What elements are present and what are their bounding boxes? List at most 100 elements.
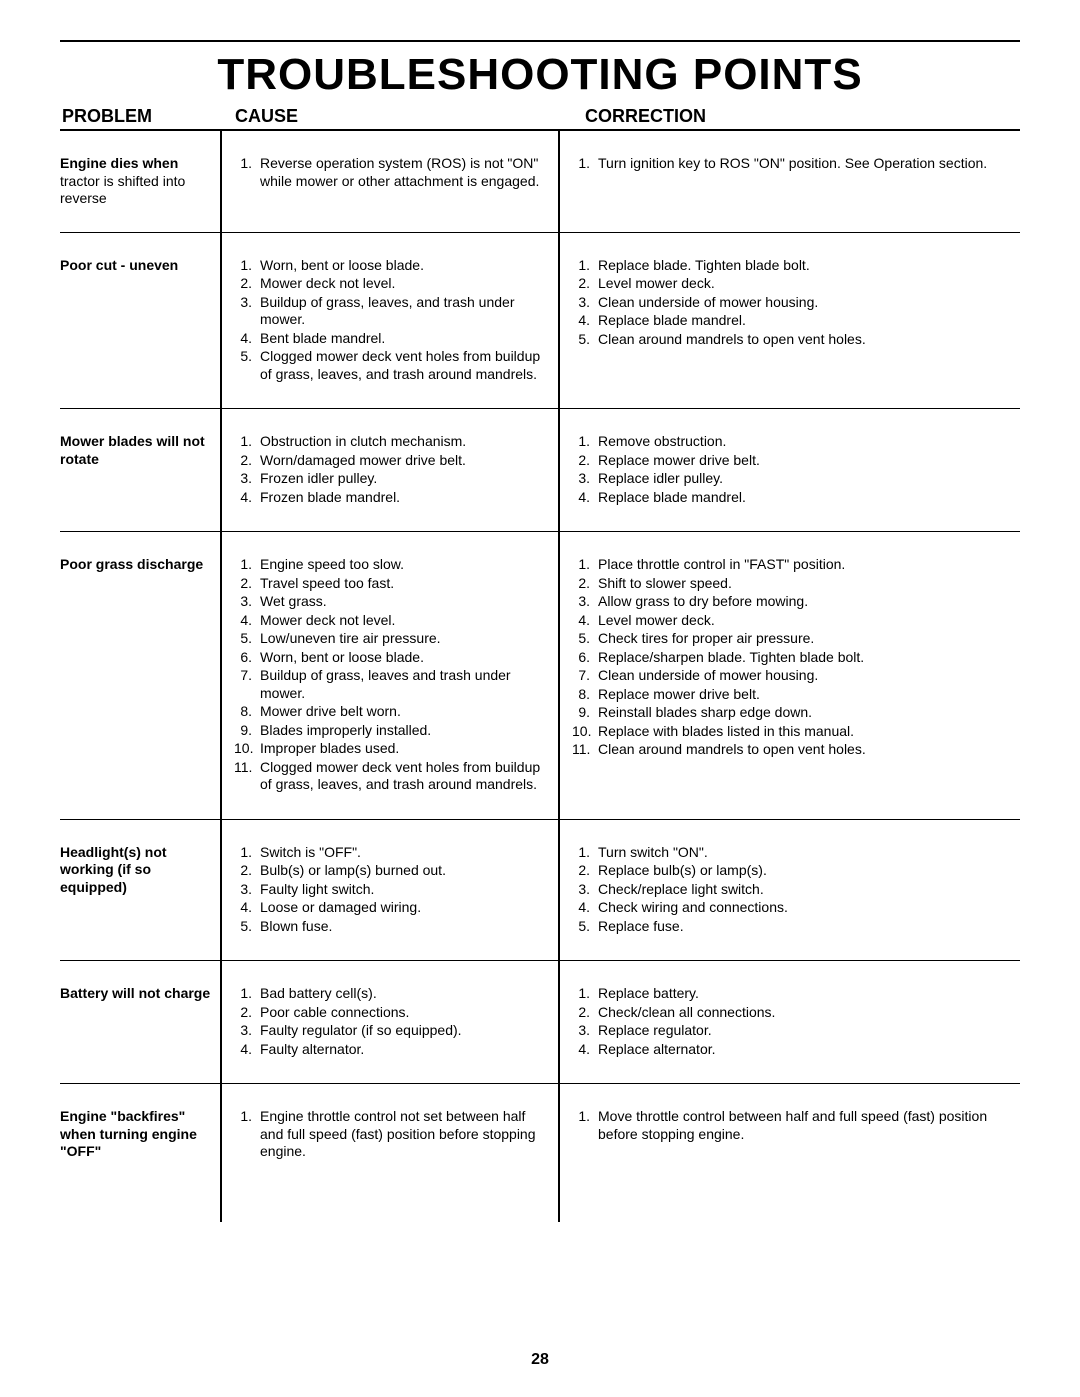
item-text: Replace idler pulley. — [598, 470, 1012, 488]
problem-cell: Battery will not charge — [60, 985, 220, 1059]
problem-cell: Engine dies when tractor is shifted into… — [60, 155, 220, 208]
item-text: Replace/sharpen blade. Tighten blade bol… — [598, 649, 1012, 667]
item-number: 1. — [234, 844, 260, 862]
list-item: 1.Engine speed too slow. — [234, 556, 550, 574]
item-number: 4. — [234, 612, 260, 630]
item-number: 1. — [572, 556, 598, 574]
list-item: 1.Obstruction in clutch mechanism. — [234, 433, 550, 451]
list-item: 1.Replace blade. Tighten blade bolt. — [572, 257, 1012, 275]
table-row: Headlight(s) not working (if so equipped… — [60, 820, 1020, 962]
list-item: 6.Worn, bent or loose blade. — [234, 649, 550, 667]
header-problem: PROBLEM — [60, 106, 235, 127]
cause-cell: 1.Engine speed too slow.2.Travel speed t… — [220, 556, 558, 795]
item-text: Check/replace light switch. — [598, 881, 1012, 899]
item-number: 3. — [572, 470, 598, 488]
table-row: Engine dies when tractor is shifted into… — [60, 131, 1020, 233]
item-text: Check/clean all connections. — [598, 1004, 1012, 1022]
item-number: 3. — [572, 1022, 598, 1040]
page-number: 28 — [0, 1351, 1080, 1369]
list-item: 9.Blades improperly installed. — [234, 722, 550, 740]
list-item: 1.Turn ignition key to ROS "ON" position… — [572, 155, 1012, 173]
list-item: 1.Place throttle control in "FAST" posit… — [572, 556, 1012, 574]
vertical-rule-1 — [220, 131, 222, 1222]
item-number: 1. — [572, 433, 598, 451]
list-item: 4.Mower deck not level. — [234, 612, 550, 630]
item-text: Bent blade mandrel. — [260, 330, 550, 348]
item-number: 4. — [234, 330, 260, 348]
list-item: 4.Frozen blade mandrel. — [234, 489, 550, 507]
list-item: 2.Bulb(s) or lamp(s) burned out. — [234, 862, 550, 880]
item-text: Blades improperly installed. — [260, 722, 550, 740]
table-body: Engine dies when tractor is shifted into… — [60, 131, 1020, 1222]
problem-title: Poor grass discharge — [60, 556, 203, 572]
correction-cell: 1.Turn ignition key to ROS "ON" position… — [558, 155, 1020, 208]
item-text: Engine speed too slow. — [260, 556, 550, 574]
item-number: 5. — [572, 918, 598, 936]
item-number: 3. — [572, 881, 598, 899]
correction-cell: 1.Remove obstruction.2.Replace mower dri… — [558, 433, 1020, 507]
list-item: 5.Clogged mower deck vent holes from bui… — [234, 348, 550, 383]
correction-cell: 1.Place throttle control in "FAST" posit… — [558, 556, 1020, 795]
item-number: 8. — [572, 686, 598, 704]
correction-cell: 1.Replace battery.2.Check/clean all conn… — [558, 985, 1020, 1059]
item-number: 1. — [572, 257, 598, 275]
page: TROUBLESHOOTING POINTS PROBLEM CAUSE COR… — [0, 0, 1080, 1397]
item-text: Level mower deck. — [598, 612, 1012, 630]
item-number: 5. — [572, 630, 598, 648]
item-text: Replace regulator. — [598, 1022, 1012, 1040]
list-item: 6.Replace/sharpen blade. Tighten blade b… — [572, 649, 1012, 667]
list-item: 2.Check/clean all connections. — [572, 1004, 1012, 1022]
item-text: Clean around mandrels to open vent holes… — [598, 331, 1012, 349]
item-text: Mower deck not level. — [260, 612, 550, 630]
item-number: 1. — [234, 985, 260, 1003]
problem-cell: Engine "backfires" when turning engine "… — [60, 1108, 220, 1162]
item-number: 1. — [234, 433, 260, 451]
item-number: 3. — [234, 881, 260, 899]
list-item: 2.Mower deck not level. — [234, 275, 550, 293]
list-item: 2.Replace bulb(s) or lamp(s). — [572, 862, 1012, 880]
list-item: 7.Clean underside of mower housing. — [572, 667, 1012, 685]
item-text: Turn ignition key to ROS "ON" position. … — [598, 155, 1012, 173]
table-row: Poor grass discharge1.Engine speed too s… — [60, 532, 1020, 820]
item-number: 2. — [572, 275, 598, 293]
list-item: 4.Check wiring and connections. — [572, 899, 1012, 917]
item-number: 2. — [234, 862, 260, 880]
item-number: 4. — [234, 489, 260, 507]
item-text: Faulty alternator. — [260, 1041, 550, 1059]
item-number: 5. — [572, 331, 598, 349]
item-text: Travel speed too fast. — [260, 575, 550, 593]
item-number: 4. — [572, 312, 598, 330]
table-row: Engine "backfires" when turning engine "… — [60, 1084, 1020, 1222]
item-text: Clogged mower deck vent holes from build… — [260, 759, 550, 794]
list-item: 5.Clean around mandrels to open vent hol… — [572, 331, 1012, 349]
list-item: 1.Worn, bent or loose blade. — [234, 257, 550, 275]
item-number: 2. — [572, 1004, 598, 1022]
item-number: 1. — [234, 257, 260, 275]
list-item: 4.Replace blade mandrel. — [572, 312, 1012, 330]
item-number: 2. — [234, 1004, 260, 1022]
table-header-row: PROBLEM CAUSE CORRECTION — [60, 106, 1020, 131]
item-text: Replace blade mandrel. — [598, 489, 1012, 507]
item-number: 3. — [234, 294, 260, 329]
list-item: 3.Buildup of grass, leaves, and trash un… — [234, 294, 550, 329]
cause-cell: 1.Switch is "OFF".2.Bulb(s) or lamp(s) b… — [220, 844, 558, 937]
item-text: Frozen idler pulley. — [260, 470, 550, 488]
item-number: 1. — [234, 556, 260, 574]
table-row: Battery will not charge1.Bad battery cel… — [60, 961, 1020, 1084]
list-item: 5.Check tires for proper air pressure. — [572, 630, 1012, 648]
item-number: 2. — [572, 452, 598, 470]
list-item: 3.Allow grass to dry before mowing. — [572, 593, 1012, 611]
correction-cell: 1.Turn switch "ON".2.Replace bulb(s) or … — [558, 844, 1020, 937]
list-item: 5.Low/uneven tire air pressure. — [234, 630, 550, 648]
cause-cell: 1.Reverse operation system (ROS) is not … — [220, 155, 558, 208]
item-text: Replace blade mandrel. — [598, 312, 1012, 330]
item-number: 3. — [572, 294, 598, 312]
list-item: 2.Level mower deck. — [572, 275, 1012, 293]
cause-cell: 1.Bad battery cell(s).2.Poor cable conne… — [220, 985, 558, 1059]
item-number: 7. — [234, 667, 260, 702]
list-item: 1.Bad battery cell(s). — [234, 985, 550, 1003]
item-text: Replace blade. Tighten blade bolt. — [598, 257, 1012, 275]
item-number: 2. — [234, 452, 260, 470]
item-number: 9. — [234, 722, 260, 740]
item-text: Worn, bent or loose blade. — [260, 257, 550, 275]
